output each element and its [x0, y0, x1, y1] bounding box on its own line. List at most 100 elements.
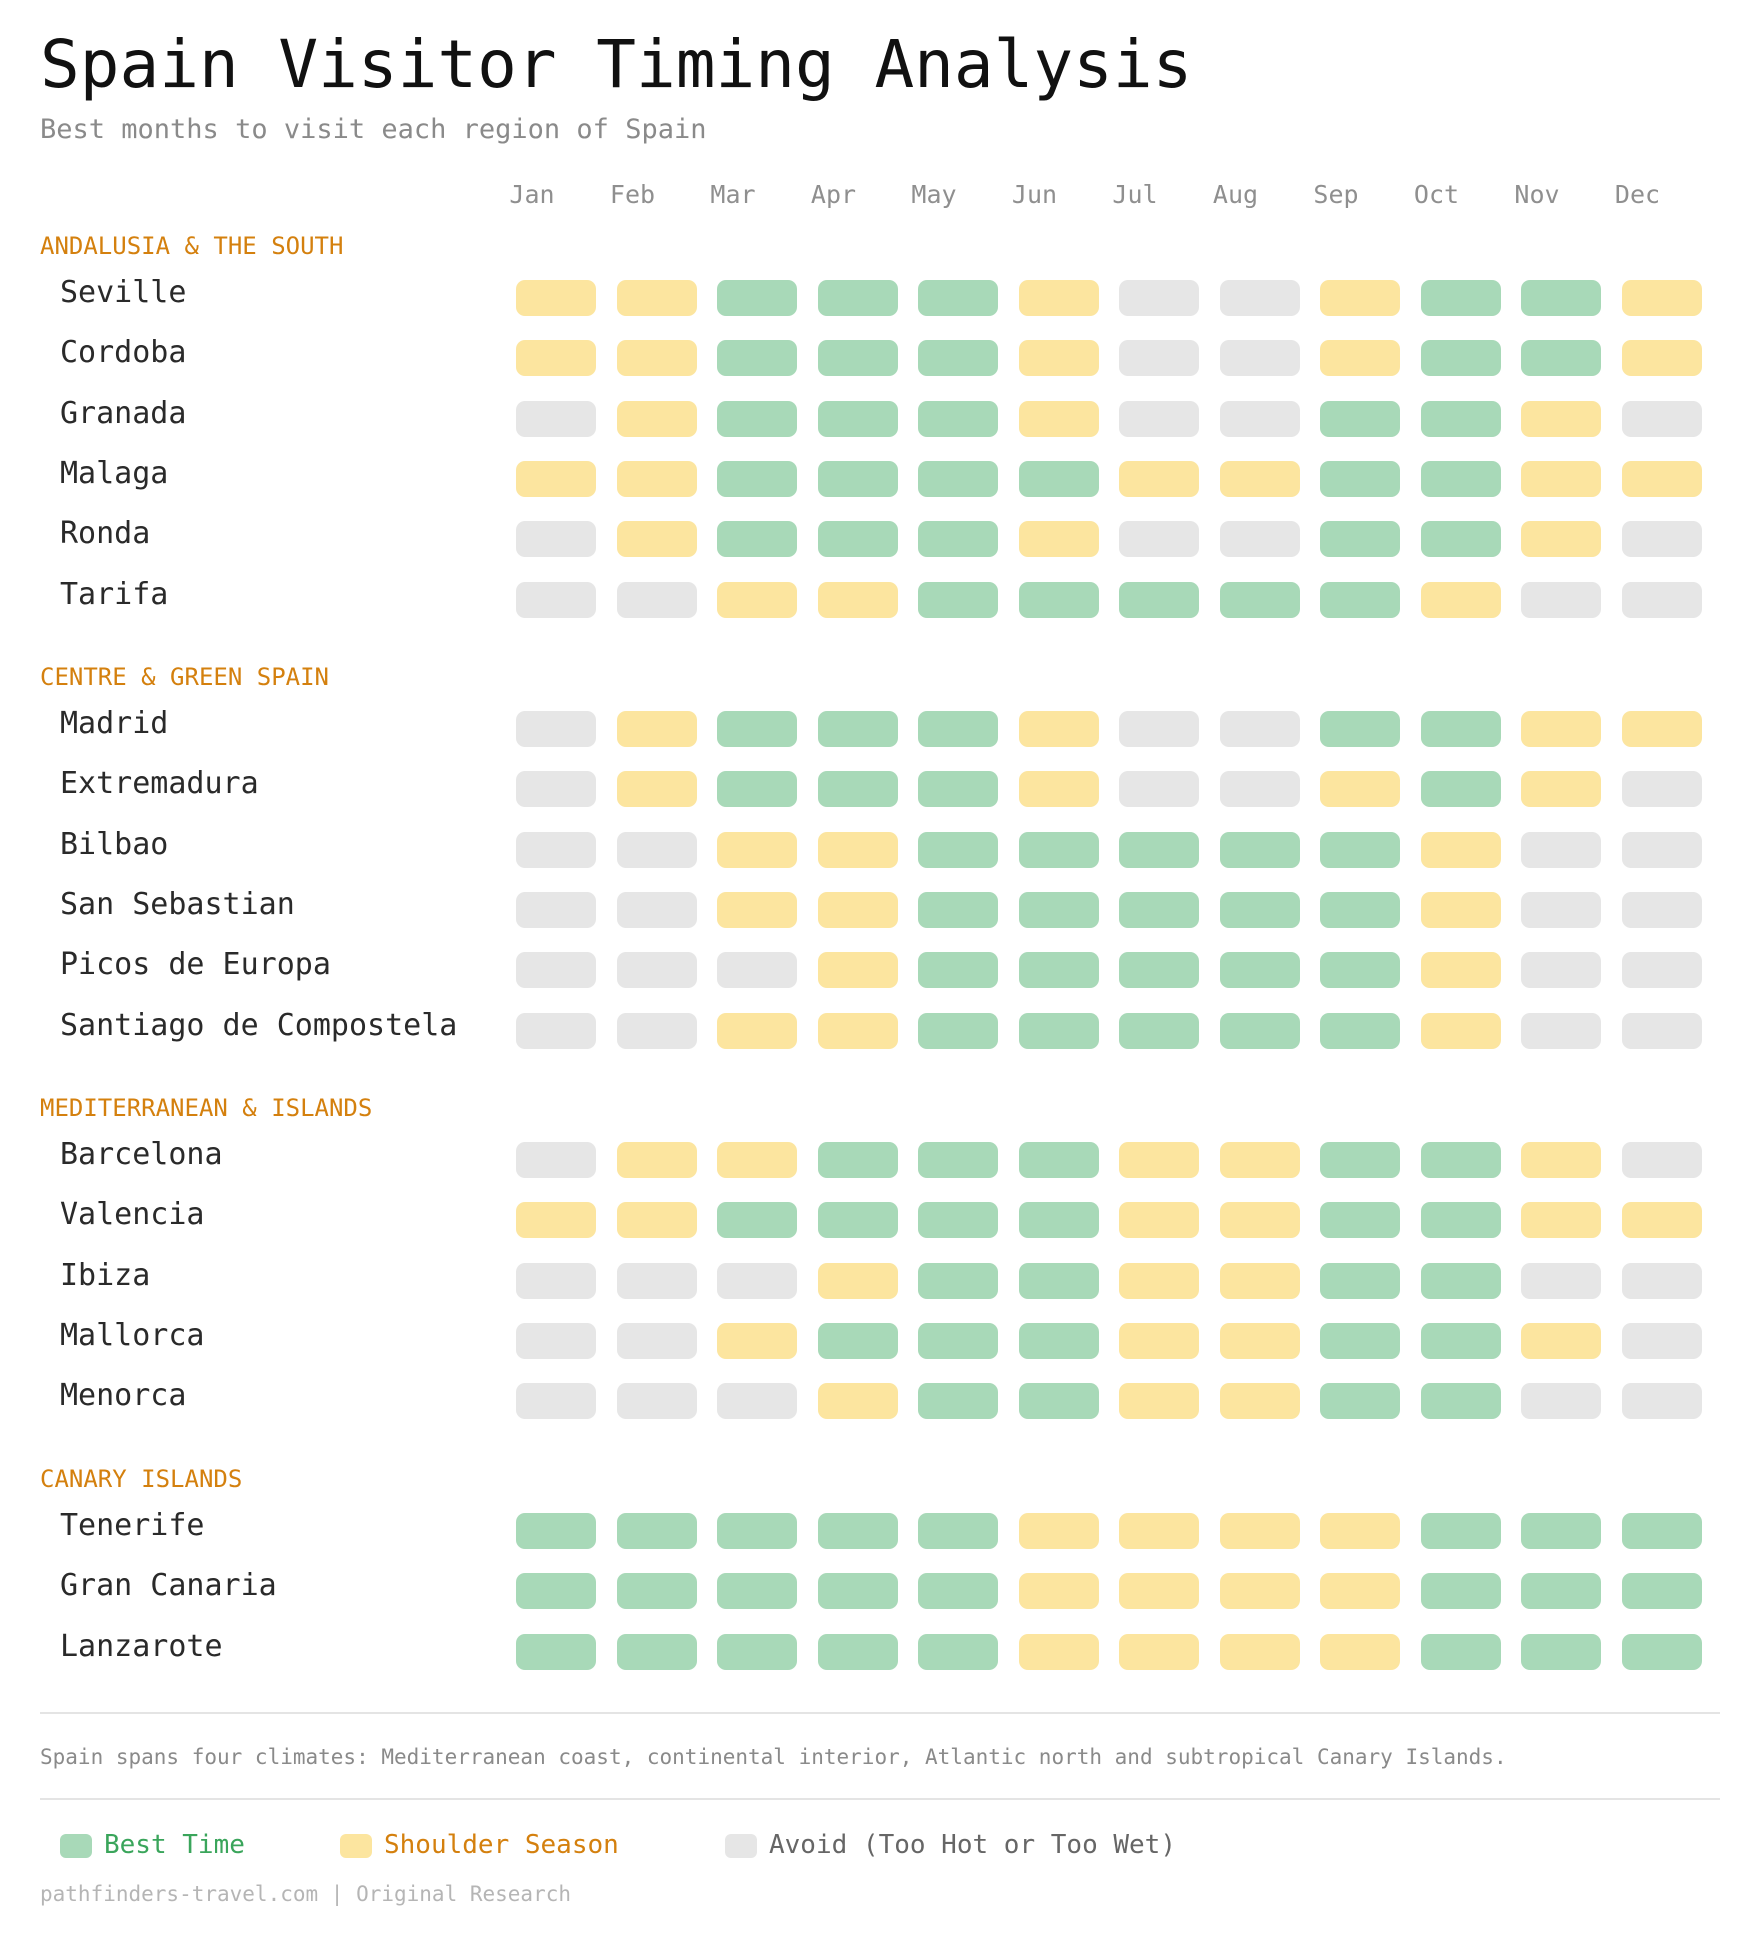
heatmap-cell: [1219, 521, 1300, 558]
heatmap-cell: [1018, 280, 1099, 316]
heatmap-cell: [918, 1202, 998, 1239]
heatmap-cell: [1621, 711, 1702, 747]
heatmap-cell: [817, 1142, 898, 1178]
city-label: Valencia: [60, 1197, 205, 1233]
city-label: Picos de Europa: [60, 947, 331, 983]
heatmap-cell: [817, 831, 898, 868]
heatmap-cell: [1420, 831, 1501, 868]
heatmap-cell: [1219, 1573, 1300, 1610]
heatmap-cell: [1018, 1633, 1099, 1670]
heatmap-cell: [1018, 400, 1099, 437]
heatmap-cell: [1621, 1573, 1702, 1610]
heatmap-cell: [1521, 831, 1601, 868]
heatmap-cell: [918, 1573, 998, 1610]
heatmap-cell: [817, 711, 898, 747]
heatmap-cell: [1320, 831, 1400, 868]
city-label: Extremadura: [60, 766, 259, 802]
heatmap-cell: [516, 521, 596, 558]
heatmap-cell: [1119, 340, 1199, 377]
city-label: Ibiza: [60, 1257, 151, 1293]
heatmap-cell: [1621, 831, 1702, 868]
heatmap-cell: [1018, 581, 1099, 618]
heatmap-cell: [616, 1012, 697, 1049]
heatmap-cell: [1320, 400, 1400, 437]
heatmap-cell: [918, 771, 998, 808]
heatmap-cell: [1420, 400, 1501, 437]
heatmap-cell: [817, 771, 898, 808]
heatmap-cell: [1018, 1383, 1099, 1420]
heatmap-cell: [717, 280, 797, 316]
heatmap-cell: [1621, 1142, 1702, 1178]
city-label: Tarifa: [60, 576, 169, 612]
heatmap-cell: [1320, 1513, 1400, 1549]
legend-label: Avoid (Too Hot or Too Wet): [769, 1830, 1176, 1860]
page-title: Spain Visitor Timing Analysis: [40, 26, 1193, 103]
heatmap-cell: [918, 1513, 998, 1549]
heatmap-cell: [1119, 1383, 1199, 1420]
heatmap-cell: [1018, 1513, 1099, 1549]
heatmap-cell: [1521, 1012, 1601, 1049]
heatmap-cell: [1420, 891, 1501, 928]
heatmap-cell: [717, 581, 797, 618]
heatmap-cell: [717, 1142, 797, 1178]
heatmap-cell: [1018, 1322, 1099, 1359]
heatmap-cell: [1219, 1202, 1300, 1239]
heatmap-cell: [717, 771, 797, 808]
heatmap-cell: [616, 1202, 697, 1239]
month-label-nov: Nov: [1514, 180, 1560, 209]
heatmap-cell: [1320, 581, 1400, 618]
heatmap-cell: [1521, 400, 1601, 437]
footer-source: pathfinders-travel.com | Original Resear…: [40, 1882, 572, 1906]
heatmap-cell: [1621, 1633, 1702, 1670]
heatmap-cell: [1521, 521, 1601, 558]
heatmap-cell: [717, 711, 797, 747]
heatmap-cell: [717, 891, 797, 928]
heatmap-cell: [1320, 340, 1400, 377]
heatmap-cell: [1420, 1322, 1501, 1359]
city-label: Mallorca: [60, 1317, 205, 1353]
heatmap-cell: [516, 1383, 596, 1420]
heatmap-cell: [918, 280, 998, 316]
heatmap-cell: [717, 1202, 797, 1239]
heatmap-cell: [1621, 891, 1702, 928]
city-label: Gran Canaria: [60, 1568, 277, 1604]
heatmap-cell: [616, 340, 697, 377]
heatmap-cell: [717, 1573, 797, 1610]
heatmap-cell: [616, 280, 697, 316]
heatmap-cell: [1320, 1262, 1400, 1299]
heatmap-cell: [1420, 340, 1501, 377]
heatmap-cell: [918, 1633, 998, 1670]
heatmap-cell: [918, 1142, 998, 1178]
heatmap-cell: [1621, 771, 1702, 808]
city-label: Tenerife: [60, 1508, 205, 1543]
heatmap-cell: [1119, 1322, 1199, 1359]
divider-top: [40, 1712, 1720, 1714]
heatmap-cell: [1119, 711, 1199, 747]
month-label-oct: Oct: [1413, 180, 1460, 209]
region-group-heading: CENTRE & GREEN SPAIN: [40, 663, 329, 691]
heatmap-cell: [616, 1573, 697, 1610]
heatmap-cell: [1521, 1513, 1601, 1549]
city-label: Barcelona: [60, 1137, 223, 1172]
heatmap-cell: [1420, 460, 1501, 497]
heatmap-cell: [1219, 952, 1300, 989]
heatmap-cell: [1420, 1633, 1501, 1670]
heatmap-cell: [717, 831, 797, 868]
heatmap-cell: [717, 1262, 797, 1299]
month-label-jul: Jul: [1112, 180, 1158, 209]
heatmap-cell: [516, 1322, 596, 1359]
heatmap-cell: [1219, 711, 1300, 747]
heatmap-cell: [1521, 711, 1601, 747]
heatmap-cell: [1521, 771, 1601, 808]
heatmap-cell: [616, 1262, 697, 1299]
legend-label: Best Time: [104, 1830, 245, 1860]
heatmap-cell: [918, 460, 998, 497]
heatmap-cell: [717, 1383, 797, 1420]
heatmap-cell: [918, 521, 998, 558]
heatmap-cell: [616, 771, 697, 808]
heatmap-cell: [1420, 1513, 1501, 1549]
city-label: Menorca: [60, 1378, 187, 1414]
heatmap-cell: [1521, 1633, 1601, 1670]
heatmap-cell: [1119, 1513, 1199, 1549]
